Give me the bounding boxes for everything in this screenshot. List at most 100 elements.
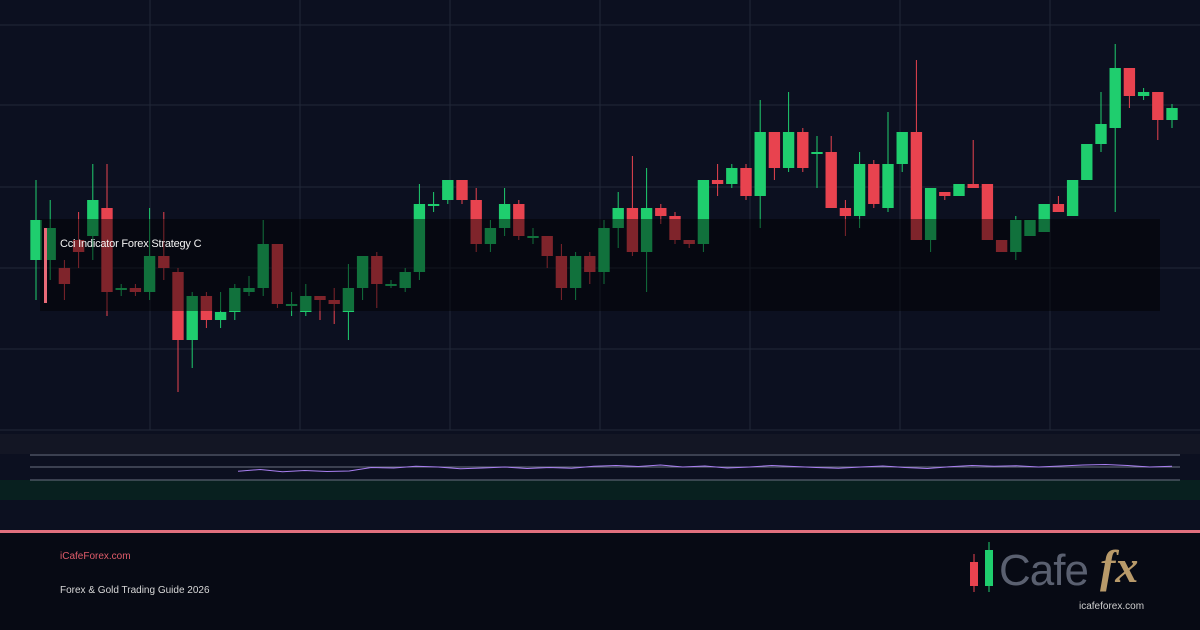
grid-lines (0, 0, 1200, 431)
candle-body (981, 184, 994, 240)
candle-body (1081, 144, 1093, 180)
candle-body (697, 180, 710, 244)
candle-body (910, 132, 923, 240)
candle-body (711, 180, 724, 184)
candle-body (967, 184, 979, 188)
logo-fx-text: fx (1100, 541, 1139, 592)
candle-body (754, 132, 766, 196)
candle-body (101, 208, 113, 292)
candles (30, 44, 1178, 392)
candle-body (214, 312, 227, 320)
candle-body (995, 240, 1008, 252)
candle-body (186, 296, 198, 340)
candle-body (470, 200, 482, 244)
candle-body (868, 164, 880, 204)
candle-body (584, 256, 596, 272)
candle-body (314, 296, 326, 300)
candle-body (72, 240, 85, 252)
candle-body (257, 244, 269, 288)
title-accent-bar (44, 228, 47, 303)
candle-body (129, 288, 142, 292)
candle-body (87, 200, 99, 236)
logo-brand-text: Cafe (999, 546, 1089, 595)
candle-body (612, 208, 624, 228)
candle-body (1024, 220, 1036, 236)
candle-body (1052, 204, 1065, 212)
candle-body (300, 296, 312, 312)
candle-body (1038, 204, 1050, 232)
candle-body (385, 284, 397, 286)
candle-body (726, 168, 738, 184)
candle-body (200, 296, 213, 320)
candle-body (172, 272, 184, 340)
candle-body (413, 204, 426, 272)
candle-body (882, 164, 894, 208)
candle-body (498, 204, 511, 228)
candle-body (1166, 108, 1178, 120)
candle-body (555, 256, 568, 288)
candle-body (271, 244, 284, 304)
footer-site-link[interactable]: iCafeForex.com (60, 551, 131, 562)
title-overlay (40, 219, 1160, 311)
candle-body (1123, 68, 1136, 96)
footer-guide-text: Forex & Gold Trading Guide 2026 (60, 585, 210, 596)
candle-body (839, 208, 852, 216)
candle-body (58, 268, 71, 284)
footer-divider (0, 530, 1200, 533)
candle-body (1095, 124, 1107, 144)
candle-body (569, 256, 582, 288)
candle-body (1010, 220, 1022, 252)
candle-body (30, 220, 42, 260)
candle-body (853, 164, 866, 216)
indicator-top-band (0, 434, 1200, 454)
candle-body (427, 204, 440, 206)
candlestick-chart (0, 0, 1200, 500)
candle-body (158, 256, 170, 268)
candle-body (669, 216, 681, 240)
candle-body (939, 192, 951, 196)
candle-body (484, 228, 497, 244)
candle-body (655, 208, 667, 216)
candle-body (356, 256, 369, 288)
candle-body (782, 132, 795, 168)
indicator-bottom-band (0, 480, 1200, 500)
candle-body (115, 288, 127, 290)
candle-body (541, 236, 553, 256)
candle-body (953, 184, 965, 196)
overlay-title: Cci Indicator Forex Strategy C (60, 238, 202, 250)
candle-body (399, 272, 411, 288)
candle-body (285, 304, 298, 306)
candle-body (229, 288, 241, 312)
candle-body (44, 228, 56, 260)
candle-body (640, 208, 653, 252)
candle-body (896, 132, 908, 164)
candle-body (768, 132, 781, 168)
candle-body (371, 256, 383, 284)
logo-candles-icon (970, 542, 993, 592)
candle-body (811, 152, 823, 154)
candle-body (825, 152, 837, 208)
candle-body (1109, 68, 1121, 128)
candle-body (527, 236, 539, 238)
candle-body (626, 208, 639, 252)
candle-body (683, 240, 695, 244)
brand-logo: Cafe fx icafeforex.com (965, 540, 1175, 620)
candle-body (456, 180, 468, 200)
candle-body (797, 132, 809, 168)
candle-body (1152, 92, 1164, 120)
candle-body (143, 256, 156, 292)
indicator-levels (30, 454, 1180, 481)
candle-body (513, 204, 525, 236)
footer (0, 533, 1200, 630)
candle-body (1137, 92, 1150, 96)
candle-body (740, 168, 752, 196)
candle-body (598, 228, 610, 272)
candle-body (924, 188, 937, 240)
indicator-line (237, 463, 1173, 473)
candle-body (243, 288, 255, 292)
candle-body (328, 300, 340, 304)
logo-url: icafeforex.com (1079, 601, 1145, 612)
candle-body (342, 288, 355, 312)
candle-body (1066, 180, 1079, 216)
candle-body (442, 180, 454, 200)
